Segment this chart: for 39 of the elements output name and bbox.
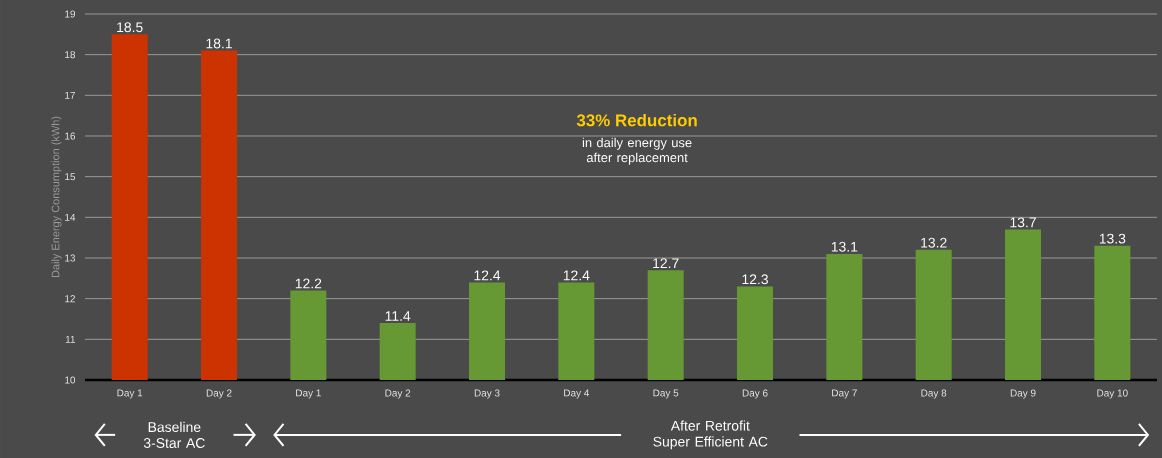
y-tick-label: 14 (65, 213, 76, 221)
x-tick-label: Day 1 (117, 389, 143, 399)
y-tick-label: 15 (65, 173, 76, 181)
x-tick-label: Day 8 (921, 389, 947, 399)
x-tick-label: Day 10 (1097, 389, 1128, 399)
x-tick-label: Day 5 (653, 389, 679, 399)
data-label: 18.5 (117, 22, 143, 33)
x-tick-label: Day 1 (296, 389, 321, 399)
data-label: 13.1 (831, 241, 858, 252)
y-tick-label: 11 (65, 335, 76, 343)
data-label: 13.2 (921, 237, 947, 248)
x-tick-label: Day 7 (832, 389, 857, 399)
y-tick-label: 19 (65, 10, 76, 18)
x-tick-label: Day 3 (474, 389, 500, 399)
y-tick-label: 12 (65, 295, 75, 303)
data-label: 12.3 (742, 274, 768, 285)
data-label: 12.4 (474, 270, 501, 281)
data-label: 12.7 (653, 258, 679, 268)
x-tick-label: Day 2 (385, 389, 411, 399)
data-label: 11.4 (385, 311, 411, 321)
text: After Retrofit Super Efficient AC (653, 420, 768, 450)
y-tick-label: 16 (65, 132, 76, 140)
x-tick-label: Day 6 (742, 389, 768, 399)
text: Baseline 3-Star AC (143, 421, 205, 448)
data-label: 13.7 (1010, 217, 1036, 228)
y-tick-label: 10 (65, 376, 76, 384)
x-tick-label: Day 2 (206, 389, 232, 399)
y-tick-label: 17 (65, 91, 75, 99)
data-label: 12.2 (295, 278, 322, 289)
x-tick-label: Day 9 (1010, 389, 1036, 399)
annotation: in daily energy use after replacement (582, 137, 692, 165)
x-tick-label: Day 4 (564, 389, 590, 399)
y-tick-label: 13 (65, 254, 76, 262)
data-label: 13.3 (1099, 233, 1126, 244)
data-label: 18.1 (206, 38, 232, 49)
data-label: 12.4 (563, 270, 590, 281)
y-axis-title: Daily Energy Consumption (kWh) (51, 116, 62, 278)
annotation: 33% Reduction (576, 113, 697, 127)
y-tick-label: 18 (65, 51, 76, 59)
